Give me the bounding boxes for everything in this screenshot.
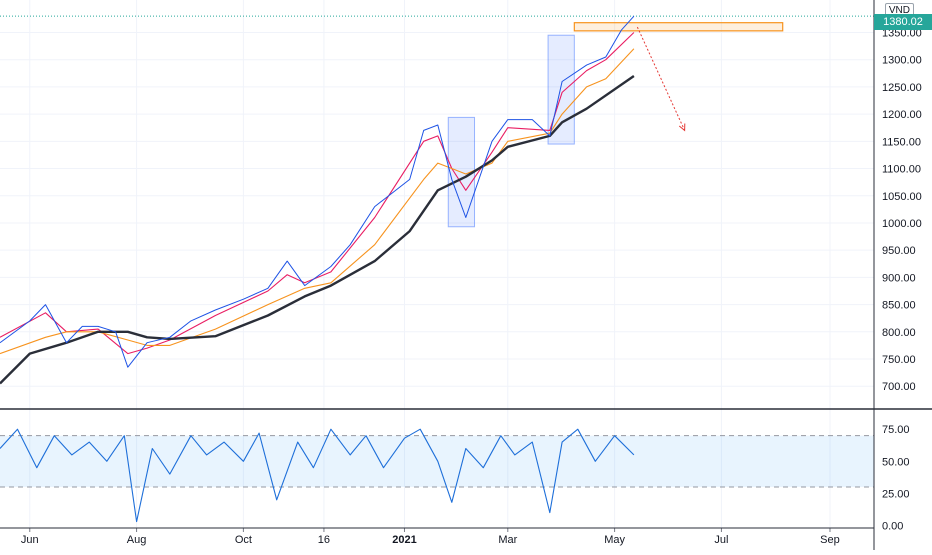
oscillator-band	[0, 435, 874, 487]
x-tick-label: Aug	[127, 534, 147, 546]
oscillator-series	[0, 428, 874, 523]
y-tick-label: 900.00	[882, 272, 916, 284]
y-tick-label: 750.00	[882, 354, 916, 366]
projection-arrow-head	[678, 123, 686, 132]
x-tick-label: 2021	[392, 534, 416, 546]
y-tick-label: 1050.00	[882, 191, 922, 203]
osc-y-tick-label: 50.00	[882, 456, 910, 468]
y-tick-label: 700.00	[882, 381, 916, 393]
osc-y-tick-label: 25.00	[882, 488, 910, 500]
projection-arrow	[636, 26, 686, 131]
osc-y-tick-label: 0.00	[882, 520, 903, 532]
x-tick-label: Jul	[714, 534, 728, 546]
series-line-1	[0, 32, 635, 355]
x-tick-label: Mar	[498, 534, 517, 546]
y-tick-label: 1250.00	[882, 82, 922, 94]
x-tick-label: 16	[318, 534, 330, 546]
x-tick-label: Sep	[820, 534, 840, 546]
y-tick-label: 1000.00	[882, 218, 922, 230]
y-tick-label: 1100.00	[882, 164, 921, 176]
x-tick-label: May	[604, 534, 625, 546]
y-tick-label: 1150.00	[882, 136, 921, 148]
y-tick-label: 950.00	[882, 245, 916, 257]
y-tick-label: 1300.00	[882, 55, 922, 67]
x-tick-label: Oct	[235, 534, 252, 546]
price-series	[0, 15, 635, 385]
y-tick-label: 1350.00	[882, 27, 922, 39]
last-price-badge: 1380.02	[874, 14, 932, 30]
oscillator-line-0	[0, 428, 635, 523]
x-tick-label: Jun	[21, 534, 39, 546]
series-line-0	[0, 15, 635, 368]
series-line-2	[0, 48, 635, 355]
series-line-3	[0, 75, 635, 385]
y-tick-label: 850.00	[882, 300, 916, 312]
resistance-zone	[573, 22, 784, 32]
y-tick-label: 1200.00	[882, 109, 922, 121]
y-tick-label: 800.00	[882, 327, 916, 339]
grid	[0, 0, 874, 528]
osc-y-tick-label: 75.00	[882, 424, 910, 436]
